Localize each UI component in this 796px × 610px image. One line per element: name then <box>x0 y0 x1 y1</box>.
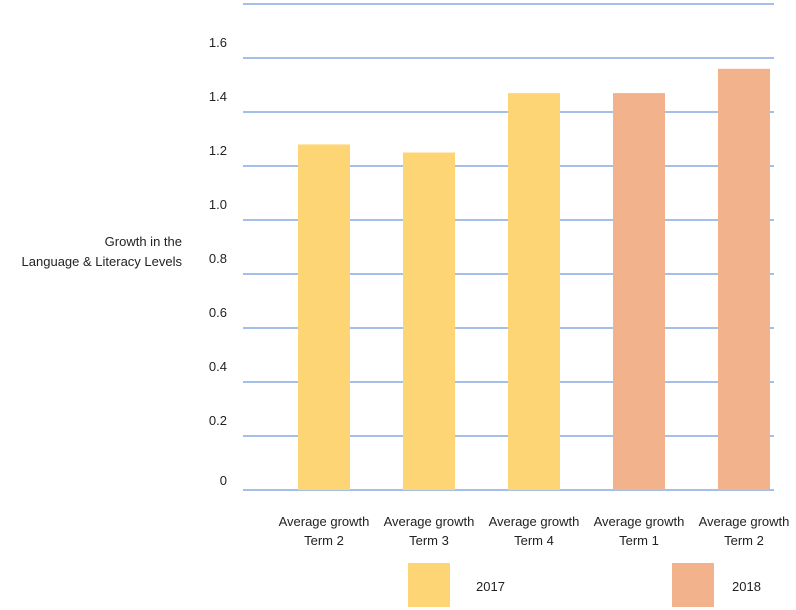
legend-swatch <box>672 563 714 607</box>
y-tick-label: 0 <box>220 473 227 488</box>
bar <box>613 93 665 490</box>
x-tick-label: Average growth <box>279 514 370 529</box>
y-tick-label: 1.6 <box>209 35 227 50</box>
legend-label: 2017 <box>476 579 505 594</box>
x-tick-label: Term 3 <box>409 533 449 548</box>
y-tick-label: 0.6 <box>209 305 227 320</box>
y-tick-label: 0.4 <box>209 359 227 374</box>
y-tick-label: 0.2 <box>209 413 227 428</box>
y-tick-label: 1.4 <box>209 89 227 104</box>
x-tick-label: Term 2 <box>304 533 344 548</box>
bar <box>298 144 350 490</box>
y-tick-label: 1.2 <box>209 143 227 158</box>
x-tick-label: Average growth <box>594 514 685 529</box>
x-tick-label: Average growth <box>384 514 475 529</box>
x-tick-label: Term 1 <box>619 533 659 548</box>
bar <box>718 68 770 491</box>
y-tick-label: 0.8 <box>209 251 227 266</box>
y-tick-label: 1.0 <box>209 197 227 212</box>
y-axis-label-line-2: Language & Literacy Levels <box>21 254 182 269</box>
bar <box>403 152 455 490</box>
legend-swatch <box>408 563 450 607</box>
x-tick-label: Term 2 <box>724 533 764 548</box>
legend-label: 2018 <box>732 579 761 594</box>
x-tick-label: Average growth <box>699 514 790 529</box>
y-axis-label: Growth in the Language & Literacy Levels <box>22 232 182 272</box>
bar <box>508 93 560 490</box>
x-tick-label: Average growth <box>489 514 580 529</box>
x-tick-label: Term 4 <box>514 533 554 548</box>
y-axis-label-line-1: Growth in the <box>104 234 182 249</box>
